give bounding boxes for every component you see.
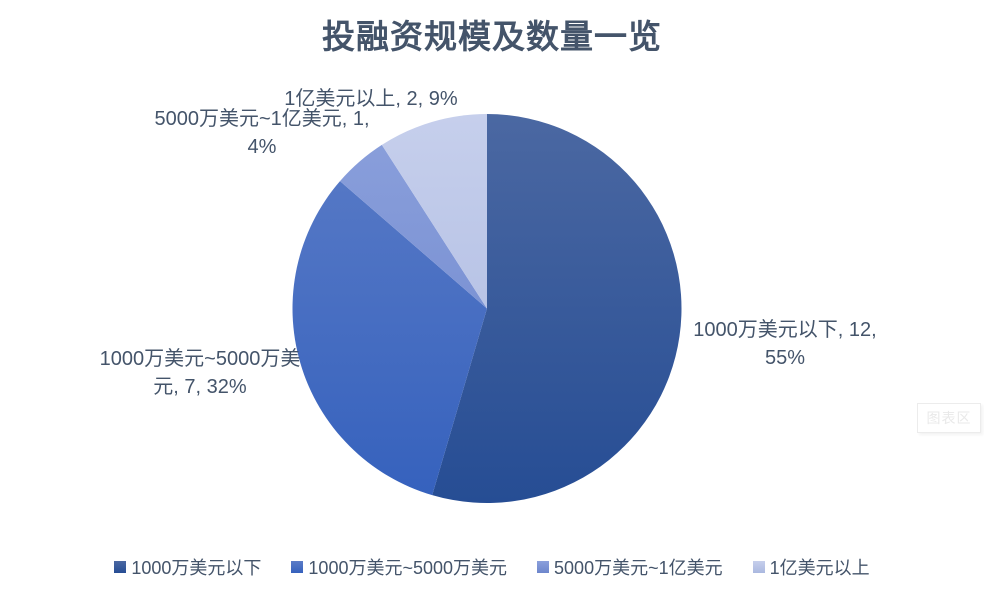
legend-item-10m-50m[interactable]: 1000万美元~5000万美元 (291, 554, 507, 580)
legend-label: 1000万美元~5000万美元 (308, 558, 508, 578)
data-label-slice4[interactable]: 1亿美元以上, 2, 9% (284, 85, 457, 113)
chart-area-tooltip: 图表区 (917, 403, 981, 433)
legend-item-over-100m[interactable]: 1亿美元以上 (752, 554, 870, 580)
legend-swatch-icon (291, 561, 304, 573)
data-label-line: 5000万美元~1亿美元, 1, (154, 108, 370, 130)
data-label-line: 1亿美元以上, 2, 9% (284, 88, 458, 110)
legend-item-under-10m[interactable]: 1000万美元以下 (114, 554, 261, 580)
legend-label: 5000万美元~1亿美元 (554, 558, 723, 578)
legend-item-50m-100m[interactable]: 5000万美元~1亿美元 (537, 554, 723, 580)
legend: 1000万美元以下 1000万美元~5000万美元 5000万美元~1亿美元 1… (0, 554, 984, 580)
data-label-slice2[interactable]: 1000万美元~5000万美 元, 7, 32% (100, 345, 301, 401)
data-label-line: 4% (247, 136, 277, 158)
chart-title[interactable]: 投融资规模及数量一览 (322, 18, 662, 55)
data-label-line: 55% (764, 347, 806, 369)
pie-slice-3[interactable] (340, 144, 487, 309)
pie-slice-1[interactable] (432, 114, 682, 503)
pie-slice-2[interactable] (292, 181, 487, 496)
data-label-slice3[interactable]: 5000万美元~1亿美元, 1, 4% (154, 105, 369, 161)
legend-label: 1000万美元以下 (131, 558, 262, 578)
chart-area-tooltip-label: 图表区 (926, 410, 972, 426)
legend-swatch-icon (752, 561, 765, 573)
data-label-line: 1000万美元以下, 12, (693, 319, 877, 341)
legend-swatch-icon (537, 561, 550, 573)
pie-slice-4[interactable] (381, 114, 487, 309)
data-label-line: 元, 7, 32% (153, 376, 247, 398)
data-label-line: 1000万美元~5000万美 (99, 348, 301, 370)
data-label-slice1[interactable]: 1000万美元以下, 12, 55% (693, 316, 876, 372)
legend-swatch-icon (114, 561, 127, 573)
legend-label: 1亿美元以上 (769, 558, 870, 578)
